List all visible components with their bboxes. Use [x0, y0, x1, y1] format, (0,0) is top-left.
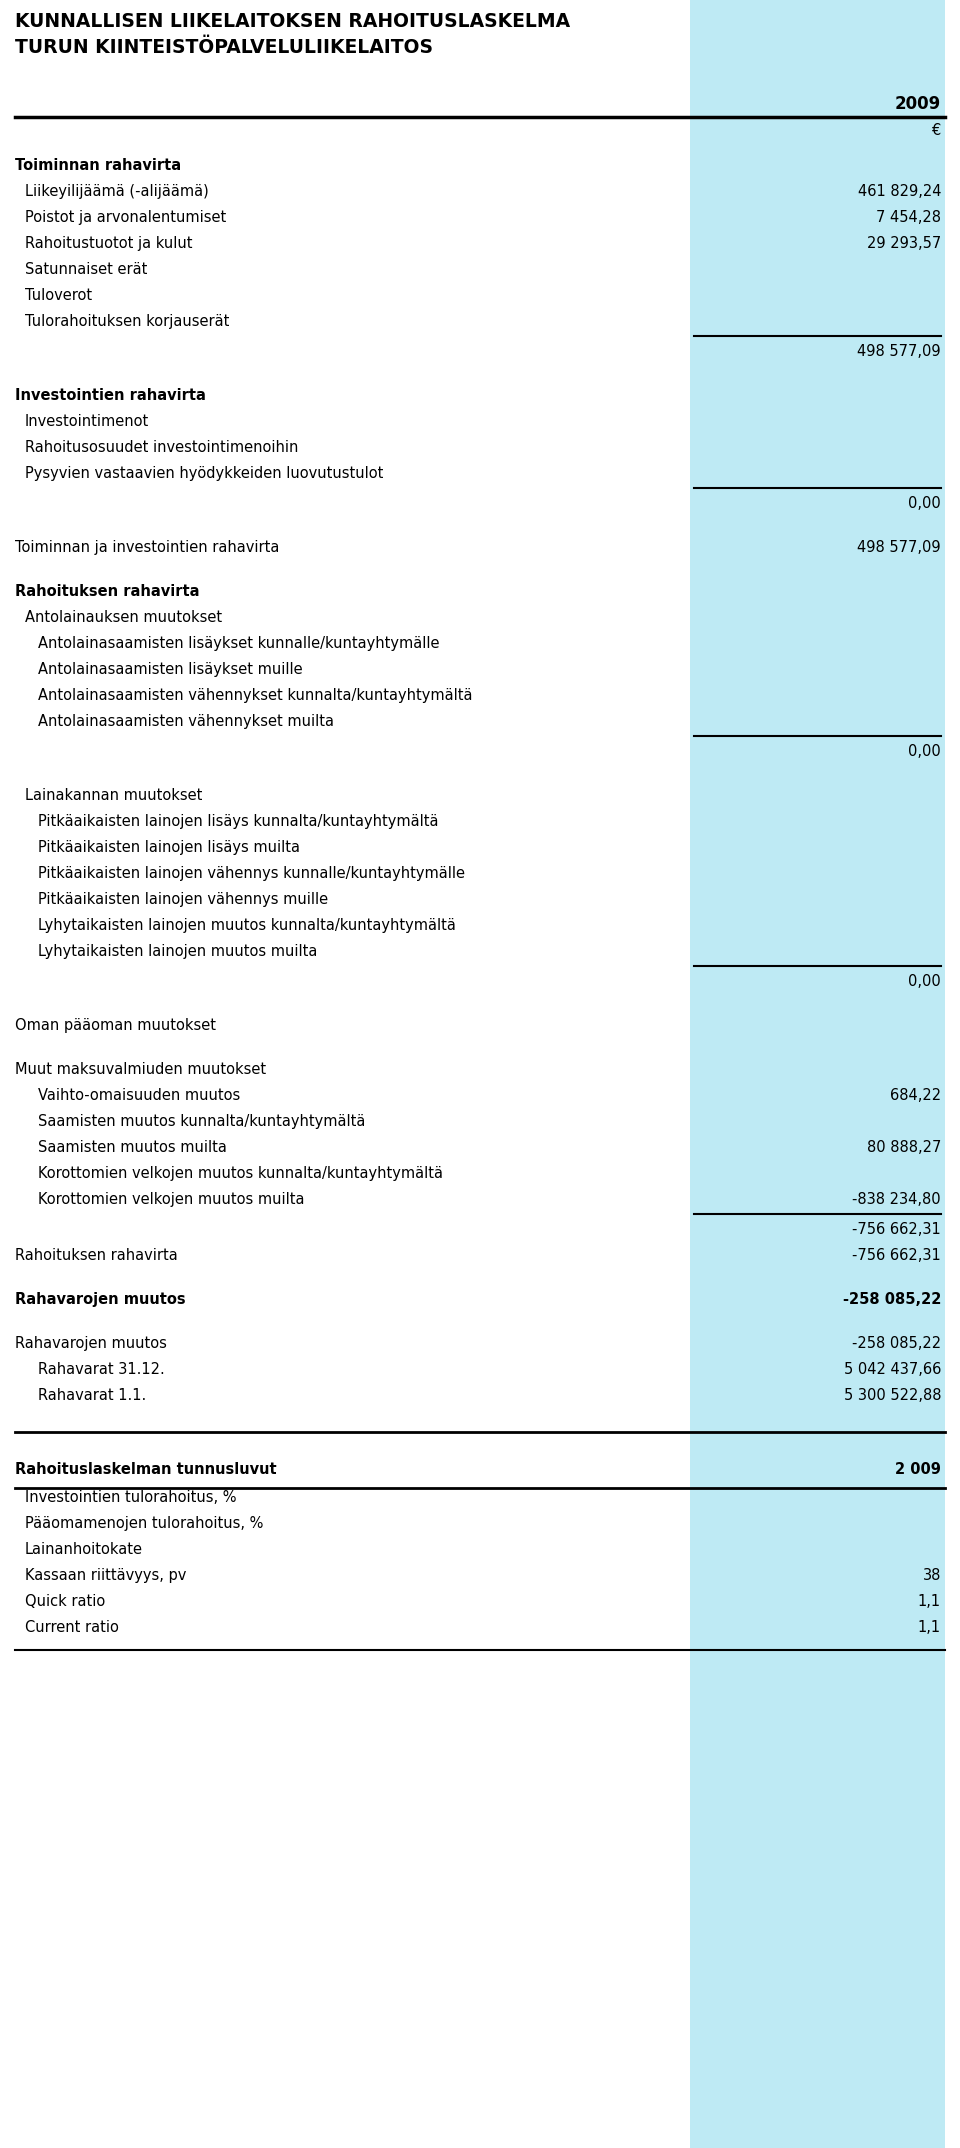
Text: Kassaan riittävyys, pv: Kassaan riittävyys, pv: [25, 1568, 186, 1583]
Text: Investointimenot: Investointimenot: [25, 415, 149, 430]
Text: Rahoituslaskelman tunnusluvut: Rahoituslaskelman tunnusluvut: [15, 1463, 276, 1478]
Text: -258 085,22: -258 085,22: [852, 1336, 941, 1351]
Text: Korottomien velkojen muutos kunnalta/kuntayhtymältä: Korottomien velkojen muutos kunnalta/kun…: [38, 1166, 443, 1181]
Text: 0,00: 0,00: [908, 496, 941, 511]
Text: 2 009: 2 009: [895, 1463, 941, 1478]
Text: Rahoitusosuudet investointimenoihin: Rahoitusosuudet investointimenoihin: [25, 440, 299, 455]
Text: 498 577,09: 498 577,09: [857, 344, 941, 359]
Text: 1,1: 1,1: [918, 1594, 941, 1609]
Text: Rahavarat 31.12.: Rahavarat 31.12.: [38, 1362, 165, 1377]
Text: Current ratio: Current ratio: [25, 1620, 119, 1635]
Text: Muut maksuvalmiuden muutokset: Muut maksuvalmiuden muutokset: [15, 1061, 266, 1076]
Text: Rahoituksen rahavirta: Rahoituksen rahavirta: [15, 584, 200, 599]
Text: Pääomamenojen tulorahoitus, %: Pääomamenojen tulorahoitus, %: [25, 1516, 263, 1532]
Text: Lyhytaikaisten lainojen muutos kunnalta/kuntayhtymältä: Lyhytaikaisten lainojen muutos kunnalta/…: [38, 917, 456, 932]
Text: Toiminnan ja investointien rahavirta: Toiminnan ja investointien rahavirta: [15, 539, 279, 554]
Text: Oman pääoman muutokset: Oman pääoman muutokset: [15, 1018, 216, 1033]
Text: Antolainasaamisten lisäykset muille: Antolainasaamisten lisäykset muille: [38, 662, 302, 677]
Text: Korottomien velkojen muutos muilta: Korottomien velkojen muutos muilta: [38, 1192, 304, 1207]
Text: Antolainasaamisten lisäykset kunnalle/kuntayhtymälle: Antolainasaamisten lisäykset kunnalle/ku…: [38, 636, 440, 651]
Text: Rahavarat 1.1.: Rahavarat 1.1.: [38, 1388, 146, 1403]
Text: 38: 38: [923, 1568, 941, 1583]
Text: Pitkäaikaisten lainojen vähennys muille: Pitkäaikaisten lainojen vähennys muille: [38, 891, 328, 906]
Text: Tuloverot: Tuloverot: [25, 288, 92, 303]
Text: -756 662,31: -756 662,31: [852, 1222, 941, 1237]
Text: 0,00: 0,00: [908, 743, 941, 758]
Text: Pysyvien vastaavien hyödykkeiden luovutustulot: Pysyvien vastaavien hyödykkeiden luovutu…: [25, 466, 383, 481]
Text: Lainakannan muutokset: Lainakannan muutokset: [25, 788, 203, 803]
Text: Investointien tulorahoitus, %: Investointien tulorahoitus, %: [25, 1491, 236, 1506]
Text: Antolainauksen muutokset: Antolainauksen muutokset: [25, 610, 222, 625]
Text: 461 829,24: 461 829,24: [857, 185, 941, 200]
Text: 684,22: 684,22: [890, 1089, 941, 1104]
Bar: [690, 0, 945, 2148]
Text: Rahavarojen muutos: Rahavarojen muutos: [15, 1336, 167, 1351]
Text: 5 300 522,88: 5 300 522,88: [844, 1388, 941, 1403]
Text: -838 234,80: -838 234,80: [852, 1192, 941, 1207]
Text: 0,00: 0,00: [908, 973, 941, 988]
Text: €: €: [932, 122, 941, 137]
Text: Antolainasaamisten vähennykset kunnalta/kuntayhtymältä: Antolainasaamisten vähennykset kunnalta/…: [38, 687, 472, 702]
Text: 7 454,28: 7 454,28: [876, 211, 941, 226]
Text: 1,1: 1,1: [918, 1620, 941, 1635]
Text: Pitkäaikaisten lainojen lisäys kunnalta/kuntayhtymältä: Pitkäaikaisten lainojen lisäys kunnalta/…: [38, 814, 439, 829]
Text: Rahavarojen muutos: Rahavarojen muutos: [15, 1291, 185, 1306]
Text: Rahoituksen rahavirta: Rahoituksen rahavirta: [15, 1248, 178, 1263]
Text: Investointien rahavirta: Investointien rahavirta: [15, 389, 205, 404]
Text: Toiminnan rahavirta: Toiminnan rahavirta: [15, 159, 181, 174]
Text: Saamisten muutos muilta: Saamisten muutos muilta: [38, 1141, 227, 1156]
Text: Pitkäaikaisten lainojen lisäys muilta: Pitkäaikaisten lainojen lisäys muilta: [38, 840, 300, 855]
Text: Quick ratio: Quick ratio: [25, 1594, 106, 1609]
Text: Lyhytaikaisten lainojen muutos muilta: Lyhytaikaisten lainojen muutos muilta: [38, 943, 318, 958]
Text: Saamisten muutos kunnalta/kuntayhtymältä: Saamisten muutos kunnalta/kuntayhtymältä: [38, 1115, 366, 1130]
Text: Liikeyilijäämä (-alijäämä): Liikeyilijäämä (-alijäämä): [25, 185, 208, 200]
Text: 5 042 437,66: 5 042 437,66: [844, 1362, 941, 1377]
Text: 29 293,57: 29 293,57: [867, 236, 941, 251]
Text: 2009: 2009: [895, 95, 941, 114]
Text: Poistot ja arvonalentumiset: Poistot ja arvonalentumiset: [25, 211, 227, 226]
Text: -258 085,22: -258 085,22: [843, 1291, 941, 1306]
Text: TURUN KIINTEISTÖPALVELULIIKELAITOS: TURUN KIINTEISTÖPALVELULIIKELAITOS: [15, 39, 433, 58]
Text: Tulorahoituksen korjauserät: Tulorahoituksen korjauserät: [25, 314, 229, 329]
Text: Lainanhoitokate: Lainanhoitokate: [25, 1542, 143, 1557]
Text: 498 577,09: 498 577,09: [857, 539, 941, 554]
Text: 80 888,27: 80 888,27: [867, 1141, 941, 1156]
Text: Satunnaiset erät: Satunnaiset erät: [25, 262, 148, 277]
Text: Antolainasaamisten vähennykset muilta: Antolainasaamisten vähennykset muilta: [38, 713, 334, 728]
Text: Pitkäaikaisten lainojen vähennys kunnalle/kuntayhtymälle: Pitkäaikaisten lainojen vähennys kunnall…: [38, 866, 465, 881]
Text: Vaihto-omaisuuden muutos: Vaihto-omaisuuden muutos: [38, 1089, 240, 1104]
Text: Rahoitustuotot ja kulut: Rahoitustuotot ja kulut: [25, 236, 193, 251]
Text: -756 662,31: -756 662,31: [852, 1248, 941, 1263]
Text: KUNNALLISEN LIIKELAITOKSEN RAHOITUSLASKELMA: KUNNALLISEN LIIKELAITOKSEN RAHOITUSLASKE…: [15, 13, 570, 30]
